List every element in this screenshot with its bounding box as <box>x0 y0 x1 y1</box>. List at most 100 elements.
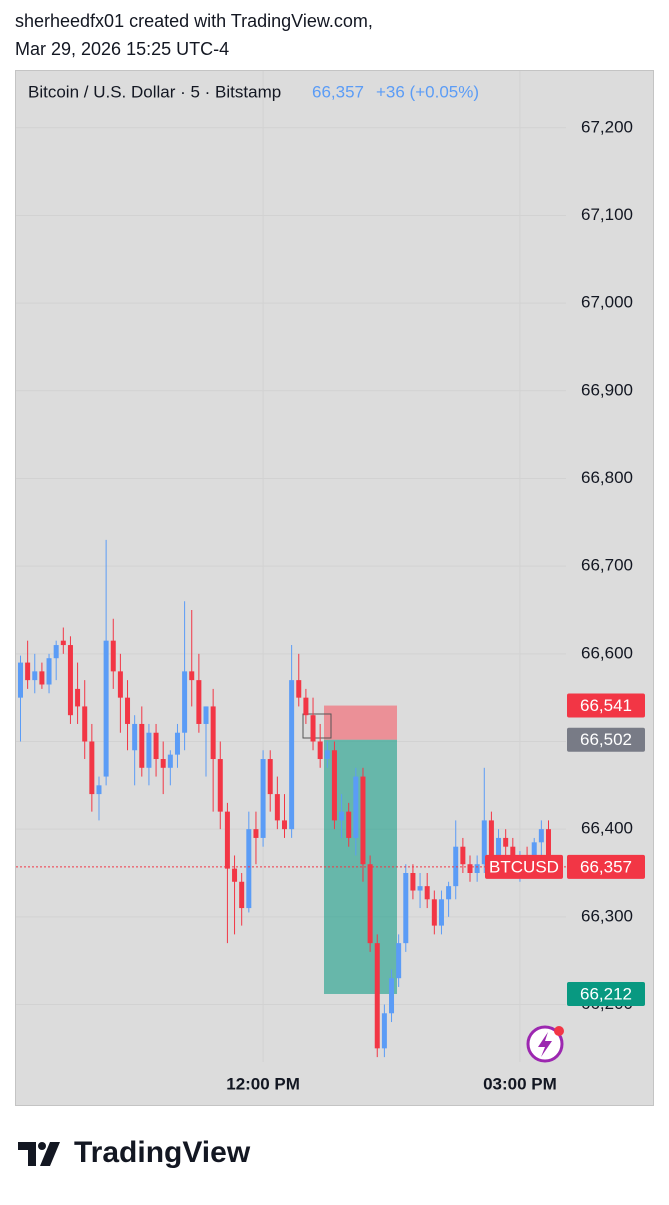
candle-body <box>210 706 216 760</box>
chart-title: Bitcoin / U.S. Dollar · 5 · Bitstamp <box>28 82 281 101</box>
candle-body <box>246 829 252 909</box>
candle-body <box>367 864 373 944</box>
candle-body <box>374 943 380 1049</box>
candle-body <box>531 842 537 865</box>
candle-body <box>60 640 66 646</box>
candle-body <box>125 697 131 724</box>
candle-body <box>18 662 23 698</box>
stop-label-bg <box>567 693 645 718</box>
candle-body <box>82 706 88 742</box>
candle-body <box>146 732 152 768</box>
candle-body <box>32 671 38 681</box>
candle-body <box>467 864 473 873</box>
candle-body <box>453 846 459 887</box>
candle-body <box>67 645 73 716</box>
candle-body <box>360 776 366 865</box>
stop-label: 66,541 <box>580 696 632 715</box>
candle-body <box>403 873 409 944</box>
candle-body <box>196 680 202 724</box>
y-tick-label: 67,200 <box>581 117 633 136</box>
candle-body <box>474 864 480 873</box>
y-tick-label: 66,900 <box>581 380 633 399</box>
candle-body <box>117 671 123 698</box>
candle-body <box>160 759 166 768</box>
target-label: 66,212 <box>580 984 632 1003</box>
price-label-bg <box>567 854 645 879</box>
y-tick-label: 66,700 <box>581 556 633 575</box>
symbol-label: BTCUSD <box>489 857 559 876</box>
candle-body <box>488 820 494 856</box>
x-tick-label: 03:00 PM <box>483 1074 557 1093</box>
candle-body <box>224 811 230 869</box>
candle-body <box>410 873 416 891</box>
candle-body <box>239 881 245 909</box>
candle-body <box>217 759 223 812</box>
candle-body <box>460 846 466 865</box>
candle-body <box>317 741 323 760</box>
candle-body <box>431 899 437 926</box>
candle-body <box>174 732 180 755</box>
header-line: sherheedfx01 created with TradingView.co… <box>15 11 373 31</box>
candle-body <box>389 978 395 1014</box>
y-tick-label: 66,300 <box>581 906 633 925</box>
candle-body <box>260 759 266 838</box>
candle-body <box>346 811 352 838</box>
candle-body <box>203 706 209 724</box>
target-label-bg <box>567 981 645 1006</box>
brand: TradingView <box>74 1136 251 1169</box>
candle-body <box>39 671 45 685</box>
candle-body <box>481 820 487 865</box>
candle-body <box>353 776 359 838</box>
entry-label: 66,502 <box>580 730 632 749</box>
price-change: +36 (+0.05%) <box>376 82 479 101</box>
candle-body <box>189 671 195 681</box>
candle-body <box>503 837 509 847</box>
candle-body <box>167 754 173 768</box>
x-tick-label: 12:00 PM <box>226 1074 300 1093</box>
candle-body <box>331 750 337 821</box>
candle-body <box>296 680 302 698</box>
candle-body <box>396 943 402 979</box>
candle-body <box>75 688 81 707</box>
candle-body <box>381 1013 387 1049</box>
candle-body <box>139 723 145 768</box>
candle-body <box>132 723 138 751</box>
y-tick-label: 67,000 <box>581 293 633 312</box>
candle-body <box>324 750 330 760</box>
candle-body <box>289 680 295 830</box>
candle-body <box>103 640 109 777</box>
candle-body <box>53 645 59 659</box>
candle-body <box>96 785 102 795</box>
entry-label-bg <box>567 727 645 752</box>
last-price: 66,357 <box>312 82 364 101</box>
candle-body <box>153 732 159 760</box>
candle-body <box>182 671 188 733</box>
candle-body <box>253 829 259 838</box>
candle-body <box>46 658 52 685</box>
candle-body <box>339 811 345 821</box>
stop-zone <box>324 705 397 740</box>
candle-body <box>417 886 423 891</box>
y-tick-label: 67,100 <box>581 205 633 224</box>
candle-body <box>538 829 544 843</box>
candle-body <box>110 640 116 672</box>
candle-body <box>267 759 273 795</box>
candle-body <box>281 820 287 830</box>
candle-body <box>545 829 551 867</box>
tradingview-logo <box>18 1142 60 1166</box>
symbol-bg <box>485 854 563 879</box>
trade-marker <box>302 713 332 739</box>
candle-body <box>446 886 452 900</box>
candle-body <box>310 715 316 742</box>
y-tick-label: 66,400 <box>581 819 633 838</box>
candle-body <box>274 794 280 821</box>
candle-body <box>438 899 444 926</box>
header-line: Mar 29, 2026 15:25 UTC-4 <box>15 39 229 59</box>
bolt-icon <box>526 1025 564 1063</box>
candle-body <box>424 886 430 900</box>
y-tick-label: 66,600 <box>581 643 633 662</box>
candle-body <box>303 697 309 716</box>
y-tick-label: 66,800 <box>581 468 633 487</box>
candle-body <box>89 741 95 795</box>
